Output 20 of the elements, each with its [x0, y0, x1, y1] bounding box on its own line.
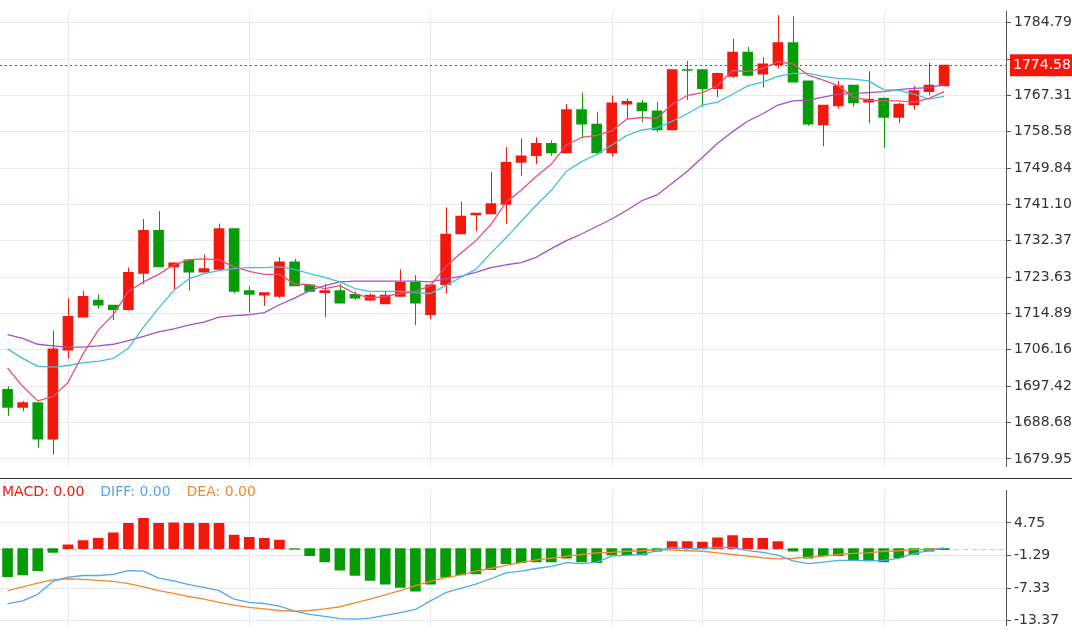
y-tick-label: 1723.63 — [1014, 267, 1072, 284]
y-tick-label: 1732.37 — [1014, 231, 1072, 248]
y-tick-label: -13.37 — [1014, 611, 1060, 628]
y-tick-label: -1.29 — [1014, 546, 1051, 563]
y-tick-label: 1758.58 — [1014, 122, 1072, 139]
y-tick-label: 1714.89 — [1014, 304, 1072, 321]
y-tick-label: 1741.10 — [1014, 195, 1072, 212]
text: DEA: 0.00 — [186, 483, 256, 499]
y-tick-label: 1688.68 — [1014, 413, 1072, 430]
text: DIFF: 0.00 — [100, 483, 171, 499]
ref-line-label: 1774.58 — [1013, 55, 1071, 72]
y-tick-label: 1697.42 — [1014, 376, 1072, 393]
y-tick-label: 1749.84 — [1014, 158, 1072, 175]
y-tick-label: 1706.16 — [1014, 340, 1072, 357]
y-tick-label: -7.33 — [1014, 578, 1051, 595]
text: MACD: 0.00 — [2, 483, 85, 499]
y-tick-label: 1784.79 — [1014, 13, 1072, 30]
y-tick-label: 1679.95 — [1014, 449, 1072, 466]
y-tick-label: 4.75 — [1014, 513, 1046, 530]
y-tick-label: 1767.31 — [1014, 86, 1072, 103]
